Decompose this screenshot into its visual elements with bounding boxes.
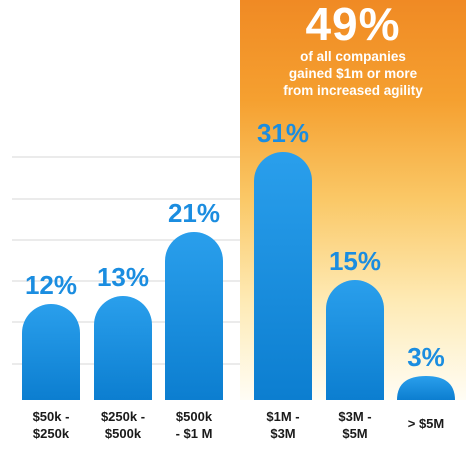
- bar: [326, 280, 384, 400]
- category-label: > $5M: [408, 416, 445, 431]
- category-label: $3M -: [338, 409, 371, 424]
- bar: [94, 296, 152, 400]
- highlight-subtext-line: of all companies: [300, 49, 406, 64]
- category-label: $1M -: [266, 409, 299, 424]
- value-label: 31%: [257, 118, 309, 148]
- category-label: $500k: [176, 409, 213, 424]
- bars: [22, 152, 455, 400]
- category-labels: $50k - $250k $250k - $500k $500k - $1 M $1M - $…: [33, 409, 445, 441]
- value-label: 15%: [329, 246, 381, 276]
- highlight-headline: 49%: [305, 0, 401, 50]
- category-label: $250k -: [101, 409, 145, 424]
- category-label: $500k: [105, 426, 142, 441]
- category-label: - $1 M: [176, 426, 213, 441]
- category-label: $250k: [33, 426, 70, 441]
- category-label: $50k -: [33, 409, 70, 424]
- highlight-subtext-line: gained $1m or more: [288, 66, 418, 81]
- value-label: 12%: [25, 270, 77, 300]
- highlight-subtext-line: from increased agility: [283, 83, 423, 98]
- bar: [397, 376, 455, 400]
- bar: [165, 232, 223, 400]
- value-labels: 12% 13% 21% 31% 15% 3%: [25, 118, 445, 372]
- value-label: 3%: [407, 342, 445, 372]
- value-label: 21%: [168, 198, 220, 228]
- highlight-subtext: of all companies gained $1m or more from…: [240, 48, 466, 99]
- bar: [254, 152, 312, 400]
- bar: [22, 304, 80, 400]
- value-label: 13%: [97, 262, 149, 292]
- category-label: $3M: [270, 426, 295, 441]
- category-label: $5M: [342, 426, 367, 441]
